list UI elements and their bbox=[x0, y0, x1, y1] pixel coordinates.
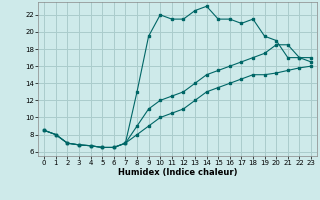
X-axis label: Humidex (Indice chaleur): Humidex (Indice chaleur) bbox=[118, 168, 237, 177]
